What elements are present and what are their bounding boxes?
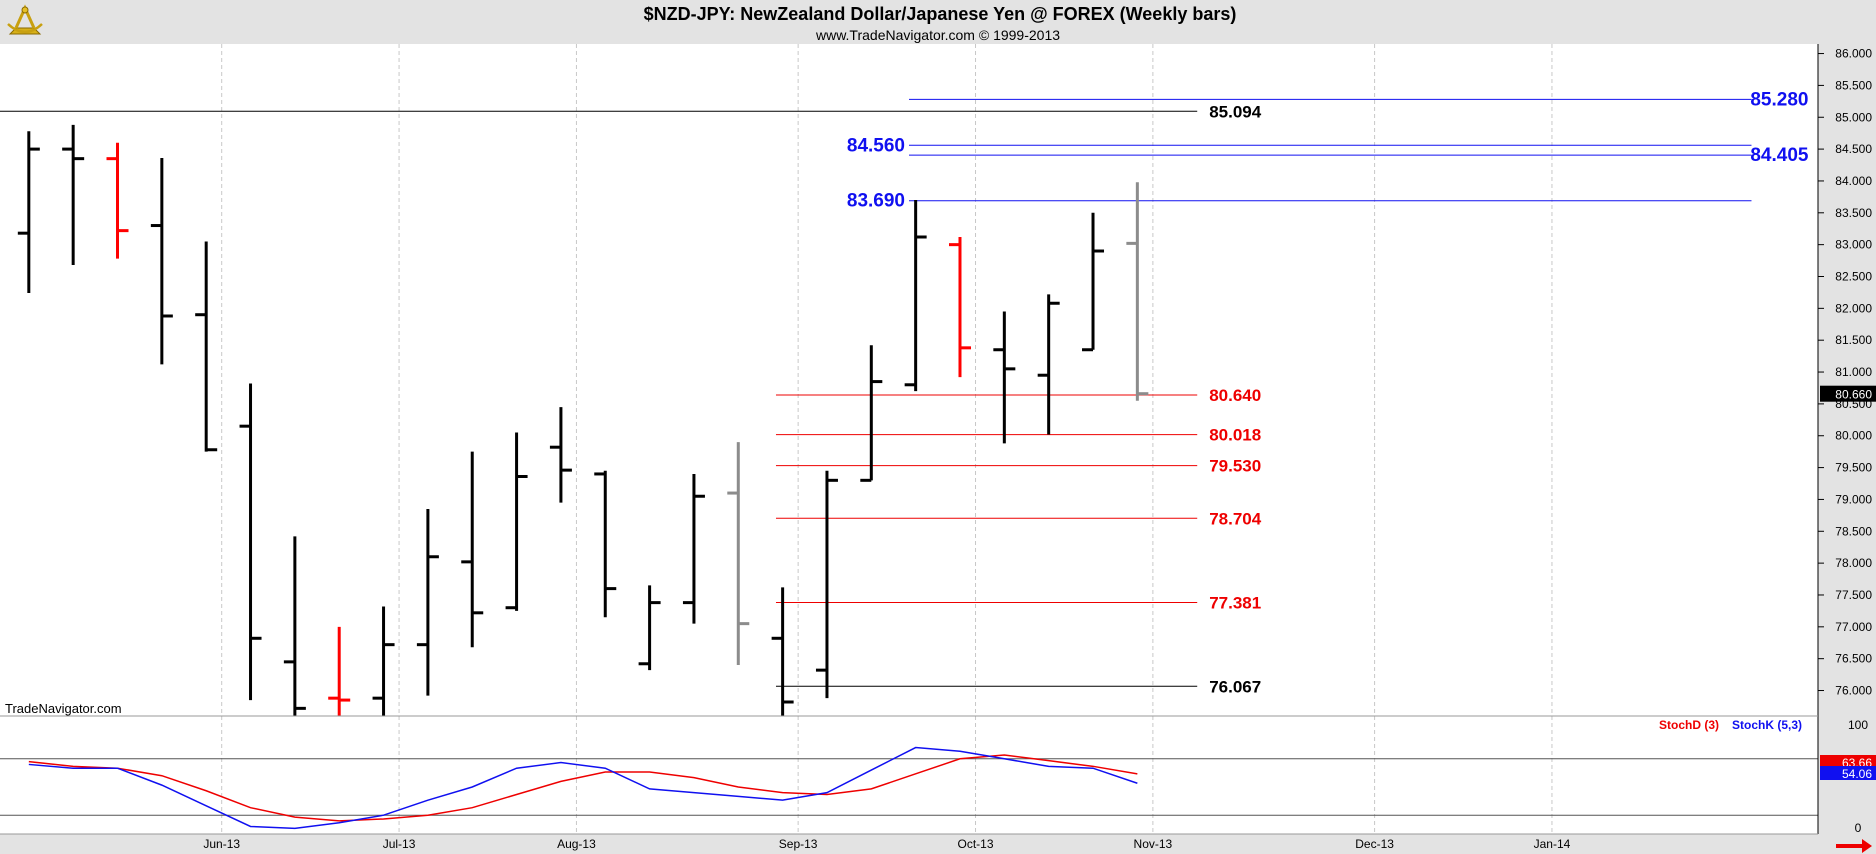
price-tick-label: 80.000 [1835, 429, 1872, 443]
price-tick-label: 85.000 [1835, 110, 1872, 124]
ohlc-bar [638, 585, 661, 671]
price-tick-label: 76.500 [1835, 652, 1872, 666]
month-label: Oct-13 [958, 837, 994, 851]
price-bars [17, 124, 1149, 716]
level-label: 76.067 [1209, 677, 1261, 696]
price-axis-background [1818, 44, 1876, 854]
ohlc-bar [993, 311, 1016, 444]
chart-title: $NZD-JPY: NewZealand Dollar/Japanese Yen… [644, 4, 1237, 24]
stoch-series-line [28, 746, 1138, 830]
ohlc-bar [727, 442, 750, 666]
price-tick-label: 81.500 [1835, 333, 1872, 347]
price-tick-label: 82.500 [1835, 269, 1872, 283]
right-arrow-icon[interactable] [1836, 839, 1872, 853]
level-label: 85.094 [1209, 102, 1262, 121]
price-tick-label: 81.000 [1835, 365, 1872, 379]
price-tick-label: 83.500 [1835, 206, 1872, 220]
price-tick-label: 85.500 [1835, 78, 1872, 92]
month-label: Jun-13 [203, 837, 240, 851]
month-label: Sep-13 [779, 837, 818, 851]
level-label: 84.560 [847, 135, 905, 156]
ohlc-bar [904, 200, 927, 392]
stoch-last-value: 54.06 [1842, 767, 1872, 781]
price-tick-label: 79.500 [1835, 461, 1872, 475]
price-tick-label: 79.000 [1835, 492, 1872, 506]
ohlc-bar [62, 124, 85, 266]
ohlc-bar [195, 241, 218, 452]
month-label: Jan-14 [1534, 837, 1571, 851]
ohlc-bar [594, 470, 617, 618]
stoch-series-line [28, 754, 1138, 822]
chart-subtitle: www.TradeNavigator.com © 1999-2013 [815, 27, 1060, 43]
legend-stoch-d: StochD (3) [1659, 718, 1719, 732]
last-price-label: 80.660 [1835, 388, 1872, 402]
ohlc-bar [328, 626, 351, 716]
ohlc-bar [372, 606, 395, 716]
month-label: Jul-13 [383, 837, 416, 851]
ohlc-bar [283, 536, 306, 716]
ohlc-bar [771, 587, 794, 716]
stoch-last-value-box [1820, 766, 1876, 780]
ohlc-bar [1126, 182, 1149, 401]
level-lines: 85.094 85.280 84.560 84.405 83.690 80.640 80.0… [0, 89, 1809, 696]
level-label: 77.381 [1209, 594, 1261, 613]
price-tick-label: 82.000 [1835, 301, 1872, 315]
month-label: Nov-13 [1134, 837, 1173, 851]
ohlc-bar [860, 345, 883, 482]
ohlc-bar [461, 451, 484, 648]
price-tick-label: 84.500 [1835, 142, 1872, 156]
legend-stoch-k: StochK (5,3) [1732, 718, 1802, 732]
ohlc-bar [682, 473, 705, 624]
price-tick-label: 76.000 [1835, 684, 1872, 698]
ohlc-bar [948, 237, 971, 378]
price-tick-label: 86.000 [1835, 47, 1872, 61]
level-label: 85.280 [1750, 89, 1808, 110]
ohlc-bar [1037, 294, 1060, 435]
ohlc-bar [505, 432, 528, 611]
ohlc-bar [239, 383, 262, 701]
sextant-logo-icon [7, 4, 43, 35]
month-label: Aug-13 [557, 837, 596, 851]
ohlc-bar [150, 158, 173, 365]
ohlc-bar [549, 407, 572, 503]
ohlc-bar [815, 470, 838, 699]
watermark: TradeNavigator.com [5, 701, 122, 716]
ohlc-bar [17, 131, 40, 294]
level-label: 79.530 [1209, 457, 1261, 476]
price-tick-label: 77.500 [1835, 588, 1872, 602]
month-label: Dec-13 [1355, 837, 1394, 851]
stoch-last-value-box [1820, 755, 1876, 769]
price-tick-label: 78.500 [1835, 524, 1872, 538]
stochastic-panel [0, 746, 1818, 830]
price-tick-label: 84.000 [1835, 174, 1872, 188]
ohlc-bar [106, 142, 129, 259]
price-tick-label: 78.000 [1835, 556, 1872, 570]
time-axis-background [0, 834, 1876, 854]
level-label: 80.640 [1209, 386, 1261, 405]
level-label: 80.018 [1209, 426, 1261, 445]
axes: Jun-13 Jul-13 Aug-13 Sep-13 Oct-13 Nov-13 Dec-… [203, 44, 1876, 851]
level-label: 78.704 [1209, 509, 1262, 528]
ohlc-bar [1082, 212, 1105, 352]
price-panel [0, 44, 1818, 716]
header-background [0, 0, 1876, 44]
last-price-box [1820, 385, 1876, 402]
stoch-tick-label: 0 [1855, 821, 1862, 835]
price-tick-label: 77.000 [1835, 620, 1872, 634]
level-label: 84.405 [1750, 145, 1809, 166]
ohlc-bar [416, 508, 439, 696]
grid [221, 44, 1553, 834]
price-tick-label: 83.000 [1835, 238, 1872, 252]
level-label: 83.690 [847, 191, 905, 212]
stoch-tick-label: 100 [1848, 718, 1868, 732]
